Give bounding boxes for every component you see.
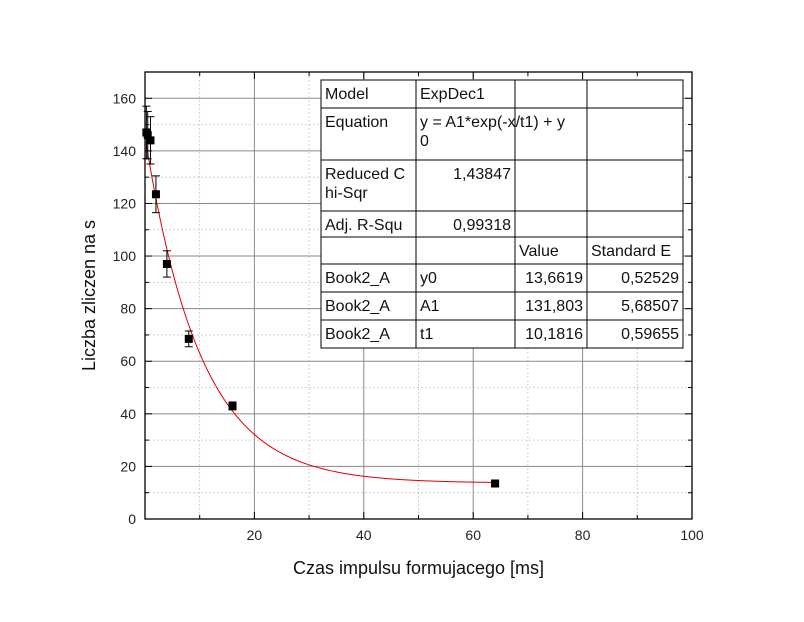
fit-curve-layer <box>145 143 496 483</box>
table-cell: Model <box>325 86 369 103</box>
point-marker <box>228 401 237 410</box>
table-cell: Equation <box>325 114 388 131</box>
table-cell: Adj. R-Squ <box>325 217 402 234</box>
data-point <box>151 175 160 214</box>
table-cell: A1 <box>420 298 440 315</box>
table-cell: Book2_A <box>325 326 390 343</box>
y-tick-label: 0 <box>128 511 136 527</box>
point-marker <box>162 259 171 268</box>
x-axis-title: Czas impulsu formujacego [ms] <box>293 558 544 578</box>
table-cell: 0,59655 <box>621 326 679 343</box>
point-marker <box>184 334 193 343</box>
table-cell: 5,68507 <box>621 298 679 315</box>
table-cell: Book2_A <box>325 298 390 315</box>
x-tick-label: 60 <box>465 527 481 543</box>
axis-labels: Czas impulsu formujacego [ms] Liczba zli… <box>79 220 544 578</box>
data-point <box>184 330 193 348</box>
point-marker <box>491 479 500 488</box>
x-tick-label: 100 <box>680 527 704 543</box>
y-tick-label: 40 <box>120 406 136 422</box>
y-tick-label: 100 <box>113 248 137 264</box>
data-point <box>491 479 500 488</box>
point-marker <box>146 136 155 145</box>
x-tick-label: 20 <box>247 527 263 543</box>
fit-curve <box>145 143 496 483</box>
x-tick-label: 40 <box>356 527 372 543</box>
table-cell: Value <box>519 243 559 260</box>
y-tick-label: 120 <box>113 195 137 211</box>
y-tick-label: 20 <box>120 458 136 474</box>
fit-results-table: Model ExpDec1 Equation y = A1*exp(-x/t1) + … <box>320 79 684 349</box>
table-cell: 131,803 <box>525 298 583 315</box>
table-cell: 0,99318 <box>453 217 511 234</box>
y-tick-label: 160 <box>113 90 137 106</box>
x-tick-label: 80 <box>575 527 591 543</box>
table-cell: Standard E <box>591 243 671 260</box>
table-cell: ExpDec1 <box>420 86 485 103</box>
axes: 20 40 60 80 100 0 20 40 60 80 100 120 140 160 <box>113 71 704 543</box>
point-marker <box>151 190 160 199</box>
table-frame <box>320 79 684 349</box>
y-tick-label: 140 <box>113 143 137 159</box>
y-tick-label: 80 <box>120 301 136 317</box>
table-cell: 0,52529 <box>621 270 679 287</box>
data-point <box>162 250 171 278</box>
table-cell: t1 <box>420 326 433 343</box>
data-point <box>146 116 155 165</box>
point-marker <box>143 131 152 140</box>
table-cell: 13,6619 <box>525 270 583 287</box>
table-cell: Book2_A <box>325 270 390 287</box>
y-tick-label: 60 <box>120 353 136 369</box>
y-axis-title: Liczba zliczen na s <box>79 220 99 371</box>
data-point <box>228 401 237 411</box>
table-cell: 1,43847 <box>453 166 511 183</box>
table-cell: y0 <box>420 270 437 287</box>
table-cell: 10,1816 <box>525 326 583 343</box>
